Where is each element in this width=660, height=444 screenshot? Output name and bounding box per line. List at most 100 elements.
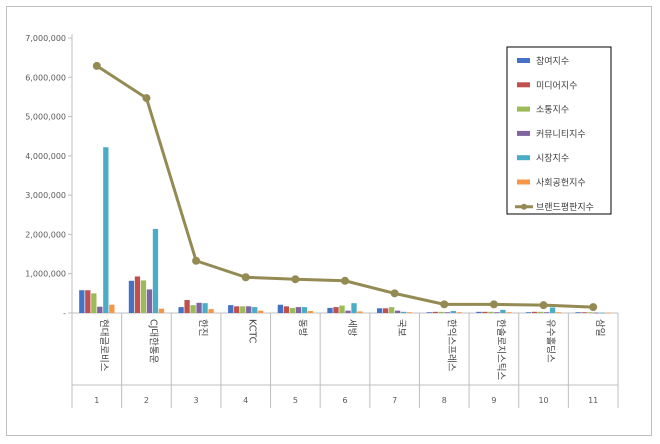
brand-index-point-세방: [341, 276, 349, 285]
plot-area: - 1,000,000 2,000,000 3,000,000 4,000,000 5,0…: [25, 34, 619, 408]
bar-시장지수-한솔로지스틱스: [500, 309, 506, 313]
bar-사회공헌지수-현대글로비스: [109, 304, 115, 313]
legend-swatch-시장지수: [517, 155, 530, 161]
bar-커뮤니티지수-삼일: [593, 312, 599, 314]
bar-커뮤니티지수-세방: [345, 310, 351, 313]
category-label: 한솔로지스틱스: [495, 319, 507, 380]
bar-사회공헌지수-동방: [307, 311, 314, 313]
y-tick-label: 3,000,000: [25, 191, 66, 200]
brand-index-point-한진: [192, 256, 201, 265]
bar-사회공헌지수-한솔로지스틱스: [506, 312, 512, 314]
y-tick-label: 5,000,000: [25, 113, 66, 122]
bar-시장지수-삼일: [599, 312, 605, 314]
brand-index-point-CJ대한통운: [142, 94, 151, 103]
bar-미디어지수-CJ대한통운: [134, 276, 141, 313]
brand-index-point-국보: [390, 289, 399, 298]
bar-소통지수-KCTC: [240, 306, 246, 313]
legend-label: 시장지수: [536, 153, 569, 164]
category-index: 9: [491, 396, 496, 405]
bar-소통지수-현대글로비스: [91, 293, 97, 313]
category-label: 한진: [197, 319, 208, 336]
category-index: 2: [144, 396, 149, 405]
legend-swatch-참여지수: [517, 58, 530, 63]
bar-미디어지수-한익스프레스: [432, 311, 438, 313]
category-label: 삼일: [594, 319, 605, 336]
category-index: 4: [243, 396, 248, 405]
category-label: 동방: [296, 319, 307, 337]
category-index: 8: [442, 396, 447, 405]
y-tick-label: 6,000,000: [25, 73, 66, 82]
legend-swatch-커뮤니티지수: [517, 130, 530, 136]
bar-시장지수-현대글로비스: [103, 147, 109, 313]
bar-참여지수-CJ대한통운: [128, 280, 135, 313]
bar-미디어지수-동방: [283, 306, 290, 313]
bar-커뮤니티지수-한진: [196, 302, 202, 313]
bar-소통지수-유수홀딩스: [537, 311, 544, 313]
category-index: 7: [392, 396, 397, 405]
y-tick-label: -: [63, 309, 66, 318]
legend-swatch-사회공헌지수: [517, 179, 530, 185]
bar-미디어지수-한솔로지스틱스: [482, 311, 488, 313]
bar-시장지수-국보: [400, 311, 407, 313]
category-label: 현대글로비스: [98, 319, 109, 372]
brand-index-point-동방: [291, 275, 300, 284]
bar-참여지수-세방: [327, 307, 333, 313]
y-tick-label: 1,000,000: [25, 270, 66, 279]
bar-참여지수-삼일: [575, 312, 581, 314]
bar-미디어지수-세방: [333, 307, 339, 313]
bar-미디어지수-KCTC: [234, 306, 240, 313]
category-index: 6: [342, 396, 347, 405]
bar-시장지수-유수홀딩스: [549, 307, 556, 313]
bar-커뮤니티지수-한익스프레스: [444, 312, 450, 314]
bar-시장지수-동방: [301, 307, 308, 313]
bar-참여지수-한솔로지스틱스: [476, 311, 482, 313]
brand-index-point-한익스프레스: [440, 300, 449, 309]
bar-커뮤니티지수-유수홀딩스: [543, 312, 550, 314]
bar-미디어지수-한진: [184, 300, 190, 313]
bar-커뮤니티지수-현대글로비스: [97, 306, 103, 313]
brand-index-point-삼일: [589, 303, 598, 312]
bar-시장지수-한진: [202, 303, 208, 313]
bar-소통지수-한진: [190, 305, 196, 313]
legend-label: 소통지수: [536, 105, 569, 116]
bar-미디어지수-유수홀딩스: [531, 311, 538, 313]
bar-커뮤니티지수-CJ대한통운: [146, 289, 153, 313]
brand-index-point-한솔로지스틱스: [489, 300, 498, 309]
brand-index-point-KCTC: [241, 273, 250, 282]
bar-소통지수-삼일: [587, 312, 593, 314]
bar-커뮤니티지수-국보: [394, 310, 401, 313]
bar-커뮤니티지수-동방: [295, 307, 302, 313]
bar-참여지수-KCTC: [228, 305, 234, 313]
category-index: 11: [588, 396, 598, 405]
category-label: 세방: [346, 319, 357, 337]
bar-소통지수-동방: [289, 307, 296, 313]
category-label: 한익스프레스: [445, 319, 457, 372]
legend-label: 브랜드평판지수: [536, 202, 594, 213]
bar-소통지수-CJ대한통운: [140, 280, 147, 313]
category-index: 10: [538, 396, 548, 405]
bar-참여지수-국보: [376, 308, 383, 313]
bar-참여지수-현대글로비스: [79, 290, 85, 313]
bar-소통지수-세방: [339, 305, 345, 313]
bar-참여지수-한익스프레스: [426, 312, 432, 314]
y-tick-label: 2,000,000: [25, 230, 66, 239]
bar-소통지수-한솔로지스틱스: [488, 311, 494, 313]
brand-index-point-유수홀딩스: [539, 301, 548, 310]
category-label: 유수홀딩스: [545, 319, 557, 363]
brand-index-point-현대글로비스: [92, 61, 101, 70]
y-tick-label: 7,000,000: [25, 34, 66, 43]
bar-시장지수-한익스프레스: [450, 311, 456, 313]
bar-사회공헌지수-한진: [208, 309, 214, 313]
category-index: 5: [293, 396, 298, 405]
bar-미디어지수-현대글로비스: [85, 290, 91, 313]
bar-사회공헌지수-국보: [406, 312, 413, 314]
bar-시장지수-세방: [351, 303, 357, 313]
category-label: CJ대한통운: [147, 319, 158, 364]
bar-사회공헌지수-유수홀딩스: [555, 312, 562, 314]
bar-소통지수-한익스프레스: [438, 311, 444, 313]
bar-사회공헌지수-삼일: [605, 312, 611, 314]
bar-사회공헌지수-세방: [357, 311, 363, 313]
bar-사회공헌지수-CJ대한통운: [158, 308, 165, 313]
bar-커뮤니티지수-KCTC: [246, 306, 252, 313]
